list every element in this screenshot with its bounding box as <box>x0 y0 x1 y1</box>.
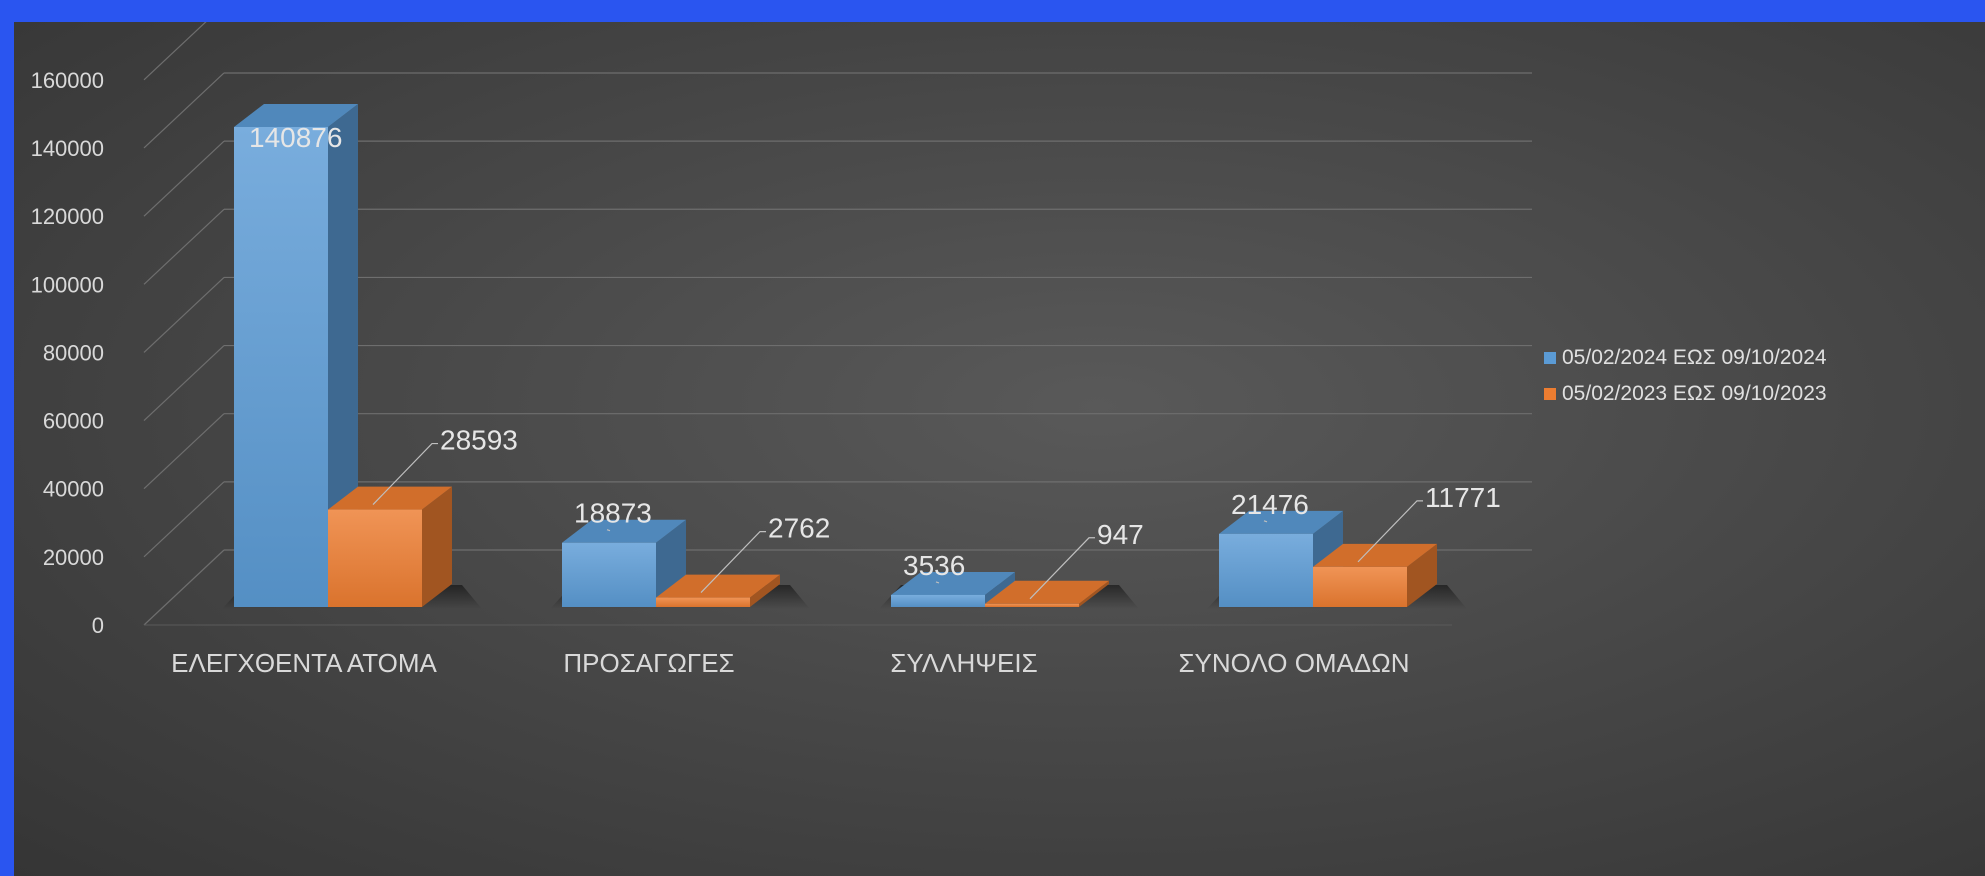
data-label: 18873 <box>574 498 652 529</box>
data-label: 21476 <box>1231 489 1309 520</box>
y-tick-label: 20000 <box>43 545 104 570</box>
leader-line <box>606 529 611 532</box>
data-labels: 140876 28593 18873 2762 3536 947 21476 11771 <box>249 122 1501 600</box>
data-label: 3536 <box>903 550 965 581</box>
bar <box>328 486 452 607</box>
y-tick-label: 0 <box>92 613 104 638</box>
x-tick-label: ΕΛΕΓΧΘΕΝΤΑ ΑΤΟΜΑ <box>171 648 437 678</box>
gridline <box>143 481 1532 558</box>
bar-chart: 0 20000 40000 60000 80000 100000 120000 140000 1… <box>31 22 1827 678</box>
y-tick-label: 40000 <box>43 477 104 502</box>
x-axis: ΕΛΕΓΧΘΕΝΤΑ ΑΤΟΜΑ ΠΡΟΣΑΓΩΓΕΣ ΣΥΛΛΗΨΕΙΣ ΣΥΝΟΛ… <box>171 648 1409 678</box>
y-tick-label: 120000 <box>31 204 104 229</box>
data-label: 28593 <box>440 425 518 456</box>
gridline <box>143 344 1532 422</box>
x-tick-label: ΣΥΝΟΛΟ ΟΜΑΔΩΝ <box>1178 648 1409 678</box>
legend-swatch <box>1544 352 1556 364</box>
leader-line <box>1029 537 1095 600</box>
bar <box>656 574 780 607</box>
y-axis: 0 20000 40000 60000 80000 100000 120000 140000 1… <box>31 68 104 638</box>
leader-line <box>1357 500 1423 563</box>
gridline <box>143 208 1532 285</box>
legend-entry: 05/02/2024 ΕΩΣ 09/10/2024 <box>1544 346 1827 369</box>
leader-line <box>935 581 940 584</box>
bars <box>222 104 1467 609</box>
y-tick-label: 60000 <box>43 409 104 434</box>
y-tick-label: 140000 <box>31 136 104 161</box>
bar <box>985 580 1109 607</box>
y-tick-label: 80000 <box>43 340 104 365</box>
legend-entry: 05/02/2023 ΕΩΣ 09/10/2023 <box>1544 382 1827 405</box>
y-tick-label: 160000 <box>31 68 104 93</box>
bar <box>891 571 1015 607</box>
bar <box>562 519 686 607</box>
gridline <box>143 72 1532 149</box>
legend-swatch <box>1544 388 1556 400</box>
legend: 05/02/2024 ΕΩΣ 09/10/2024 05/02/2023 ΕΩΣ … <box>1544 346 1827 405</box>
leader-line <box>1263 520 1268 523</box>
x-tick-label: ΠΡΟΣΑΓΩΓΕΣ <box>563 648 734 678</box>
leader-line <box>372 442 438 505</box>
legend-label: 05/02/2024 ΕΩΣ 09/10/2024 <box>1562 346 1827 369</box>
leader-line <box>700 530 766 594</box>
data-label: 947 <box>1097 519 1144 550</box>
gridline <box>143 140 1532 217</box>
legend-label: 05/02/2023 ΕΩΣ 09/10/2023 <box>1562 382 1827 405</box>
bar <box>234 104 358 607</box>
data-label: 11771 <box>1425 482 1501 513</box>
gridline <box>143 276 1532 353</box>
gridline <box>143 413 1532 490</box>
y-tick-label: 100000 <box>31 272 104 297</box>
x-tick-label: ΣΥΛΛΗΨΕΙΣ <box>890 648 1037 678</box>
chart-area: 0 20000 40000 60000 80000 100000 120000 140000 1… <box>14 22 1985 876</box>
data-label: 140876 <box>249 122 342 153</box>
data-label: 2762 <box>768 513 830 544</box>
gridline <box>143 22 207 81</box>
bar <box>1313 543 1437 607</box>
gridlines <box>143 22 1532 626</box>
